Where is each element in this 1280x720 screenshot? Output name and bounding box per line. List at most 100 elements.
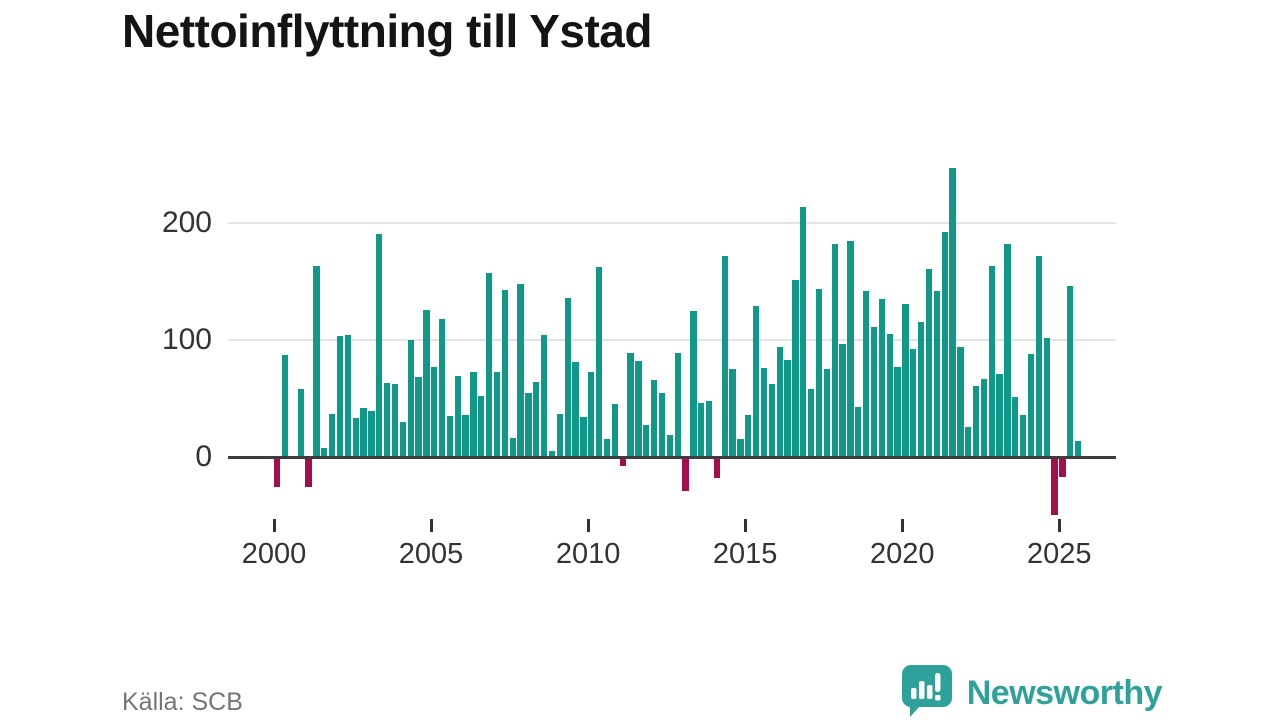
x-tick-2005: [430, 519, 434, 532]
bar-quarter-87: [957, 347, 964, 457]
bar-quarter-13: [376, 233, 383, 457]
bar-quarter-84: [933, 290, 940, 457]
speech-bubble-bar-chart-icon: [901, 664, 953, 720]
bar-quarter-53: [690, 310, 697, 457]
bar-quarter-66: [792, 280, 799, 457]
bar-quarter-85: [941, 232, 948, 457]
bar-quarter-98: [1043, 337, 1050, 457]
bar-chart: 0 100 200 2000 2005 2010 2015 2020 2025: [0, 140, 1280, 585]
bar-quarter-3: [297, 389, 304, 457]
bar-quarter-69: [815, 288, 823, 457]
bar-quarter-58: [729, 369, 736, 457]
bar-quarter-36: [556, 413, 563, 457]
bar-quarter-102: [1075, 440, 1082, 457]
y-axis-label-0: 0: [195, 440, 212, 473]
x-tick-2020: [901, 519, 905, 532]
bar-quarter-64: [776, 347, 783, 457]
bar-quarter-8: [336, 336, 344, 457]
bar-quarter-68: [808, 389, 815, 457]
bar-quarter-83: [925, 268, 933, 457]
brand-name: Newsworthy: [966, 674, 1163, 712]
bar-quarter-73: [847, 240, 854, 457]
bar-quarter-88: [965, 426, 972, 457]
bar-quarter-7: [328, 413, 336, 457]
bar-quarter-50: [666, 434, 673, 457]
bar-quarter-12: [368, 411, 375, 457]
logo-bar-2: [918, 681, 925, 699]
bar-quarter-52: [682, 458, 689, 492]
bar-quarter-20: [431, 366, 438, 457]
x-tick-2025: [1058, 519, 1062, 532]
bar-quarter-57: [721, 255, 728, 457]
bar-quarter-76: [870, 327, 878, 457]
bar-quarter-65: [784, 359, 791, 457]
bar-quarter-79: [894, 366, 901, 457]
page-title: Nettoinflyttning till Ystad: [122, 5, 652, 57]
bar-quarter-80: [902, 303, 909, 457]
bar-quarter-70: [823, 369, 830, 457]
bar-quarter-63: [768, 384, 776, 457]
bar-quarter-14: [383, 383, 391, 457]
x-axis-label-2020: 2020: [869, 538, 935, 570]
bar-quarter-5: [313, 266, 320, 457]
bar-quarter-4: [305, 458, 312, 487]
bar-quarter-93: [1004, 244, 1011, 457]
bar-quarter-37: [564, 297, 571, 457]
bar-quarter-47: [643, 425, 650, 457]
bar-quarter-32: [525, 392, 532, 457]
bar-quarter-54: [698, 403, 705, 457]
bar-quarter-67: [800, 206, 807, 457]
bar-quarter-89: [972, 385, 980, 457]
bar-quarter-72: [839, 343, 846, 457]
bar-quarter-11: [360, 407, 367, 457]
bar-quarter-40: [588, 371, 595, 457]
gridline-100: [228, 339, 1116, 341]
bar-quarter-99: [1051, 458, 1058, 515]
bar-quarter-21: [438, 318, 446, 457]
bar-quarter-62: [760, 368, 768, 457]
newsworthy-branding: Newsworthy: [901, 664, 1163, 720]
x-axis-label-2015: 2015: [712, 538, 778, 570]
bar-quarter-29: [501, 289, 509, 457]
bar-quarter-0: [274, 458, 281, 487]
bar-quarter-82: [917, 322, 925, 457]
bar-quarter-96: [1027, 354, 1035, 457]
bar-quarter-81: [910, 349, 917, 457]
bar-quarter-33: [533, 382, 540, 457]
logo-exclamation-stem: [934, 673, 941, 692]
logo-exclamation-dot: [934, 695, 941, 701]
x-tick-2015: [744, 519, 748, 532]
bar-quarter-45: [627, 352, 634, 457]
logo-bar-1: [910, 688, 917, 699]
logo-bar-3: [926, 685, 933, 699]
bar-quarter-38: [572, 362, 579, 457]
bar-quarter-100: [1059, 458, 1066, 478]
x-axis-label-2025: 2025: [1027, 538, 1092, 570]
x-tick-2000: [273, 519, 276, 532]
bar-quarter-49: [658, 392, 666, 457]
bar-quarter-35: [548, 451, 556, 457]
bar-quarter-48: [650, 379, 658, 457]
bar-quarter-92: [996, 373, 1003, 457]
bar-quarter-59: [737, 439, 744, 457]
gridline-200: [228, 222, 1116, 224]
bar-quarter-9: [344, 335, 351, 457]
y-axis-label-100: 100: [161, 323, 212, 356]
bar-quarter-51: [674, 352, 681, 457]
bar-quarter-44: [619, 458, 626, 466]
bar-quarter-42: [603, 439, 611, 457]
bar-quarter-15: [391, 384, 399, 457]
bar-quarter-22: [446, 416, 454, 457]
bar-quarter-39: [580, 417, 587, 457]
bar-quarter-6: [321, 447, 328, 457]
x-axis-label-2010: 2010: [555, 538, 621, 570]
bar-quarter-18: [415, 377, 422, 457]
bar-quarter-97: [1035, 255, 1043, 457]
source-caption: Källa: SCB: [122, 688, 243, 716]
bar-quarter-34: [541, 335, 548, 457]
bar-quarter-91: [988, 266, 995, 457]
bar-quarter-28: [493, 371, 501, 457]
bar-quarter-94: [1012, 397, 1019, 457]
bar-quarter-10: [352, 418, 359, 457]
